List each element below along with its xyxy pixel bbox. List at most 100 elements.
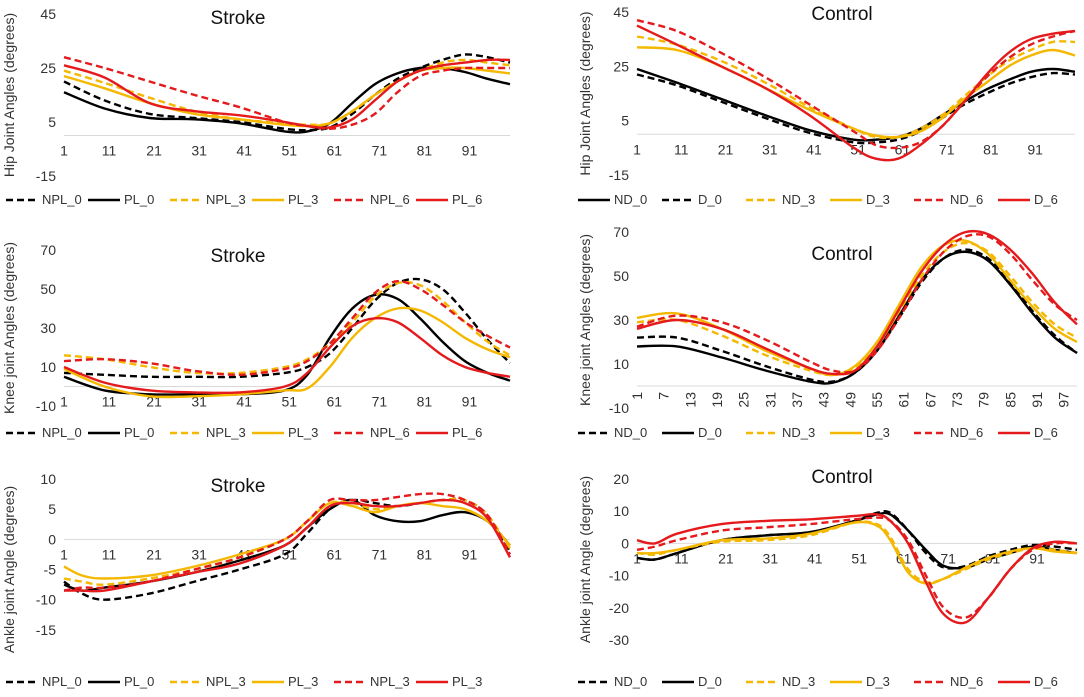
legend-label: PL_0 [124,674,154,689]
series-line-npl-6 [63,279,511,377]
legend-label: PL_0 [124,425,154,440]
legend-label: ND_0 [614,674,647,689]
legend-label: ND_3 [782,674,815,689]
y-tick-label: 10 [40,359,56,375]
series-line-nd-6 [636,233,1078,374]
x-tick-label: 55 [869,392,885,408]
legend-label: NPL_0 [42,425,82,440]
x-tick-label: 1 [60,143,68,159]
x-tick-label: 71 [372,143,388,159]
legend-label: PL_3 [452,674,482,689]
legend-label: PL_6 [452,425,482,440]
x-tick-label: 91 [1027,141,1043,157]
series-line-npl-3 [63,497,511,586]
x-tick-label: 21 [146,546,162,562]
chart-title: Stroke [211,476,266,497]
legend-label: D_0 [698,425,722,440]
series-line-pl-0 [63,293,511,396]
legend-label: ND_0 [614,425,647,440]
y-tick-label: 0 [621,535,629,551]
legend-label: D_6 [1034,192,1058,207]
legend-label: ND_6 [950,192,983,207]
legend-label: NPL_0 [42,192,82,207]
x-tick-label: 21 [146,143,162,159]
legend-label: NPL_3 [370,674,410,689]
y-tick-label: 5 [48,114,56,130]
legend-label: PL_0 [124,192,154,207]
x-tick-label: 81 [417,394,433,410]
x-tick-label: 97 [1056,392,1072,408]
chart-title: Control [811,467,872,488]
x-tick-label: 51 [281,546,297,562]
x-tick-label: 43 [816,392,832,408]
series-line-pl-3 [64,498,512,593]
x-tick-label: 21 [718,141,734,157]
series-line-nd-6 [636,19,1076,150]
y-tick-label: -10 [36,398,56,414]
y-tick-label: 50 [613,268,629,284]
legend-label: D_0 [698,192,722,207]
x-tick-label: 41 [806,141,822,157]
x-tick-label: 71 [372,546,388,562]
y-axis-label: Ankle joint Angle (degrees) [577,476,593,643]
x-tick-label: 41 [236,143,252,159]
legend-label: NPL_3 [206,674,246,689]
legend-label: NPL_6 [370,425,410,440]
y-tick-label: 25 [40,60,56,76]
legend-label: D_3 [866,674,890,689]
x-tick-label: 31 [191,143,207,159]
series-line-npl-3 [63,280,511,375]
y-tick-label: 70 [613,224,629,240]
y-tick-label: 45 [613,4,629,20]
panel-ankle-stroke: Stroke Ankle joint Angle (degrees) -15 -10 -… [1,471,512,689]
x-tick-label: 51 [281,143,297,159]
x-tick-label: 91 [1029,550,1045,566]
series-line-npl-3 [63,58,511,127]
x-tick-label: 51 [851,550,867,566]
series-line-d-6 [636,513,1078,625]
panel-hip-stroke: Stroke Hip Joint Angles (degrees) -15 5 25 45… [1,6,511,207]
y-axis-label: Hip Joint Angles (degrees) [577,11,593,175]
x-tick-label: 11 [102,546,117,562]
x-tick-label: 13 [682,392,698,408]
y-axis-label: Knee joint Angles (degrees) [577,234,593,406]
x-tick-label: 49 [842,392,858,408]
x-tick-label: 41 [236,394,252,410]
y-tick-label: 10 [40,471,56,487]
x-tick-label: 51 [281,394,297,410]
x-tick-label: 31 [763,550,779,566]
y-tick-label: 10 [613,503,629,519]
x-tick-label: 61 [327,143,343,159]
y-tick-label: 10 [613,356,629,372]
y-tick-label: -15 [36,168,56,184]
x-tick-label: 81 [417,143,433,159]
x-tick-label: 81 [417,546,433,562]
legend-label: NPL_3 [206,192,246,207]
legend-label: ND_3 [782,425,815,440]
x-tick-label: 1 [60,546,68,562]
y-tick-label: -5 [44,562,57,578]
legend-label: NPL_0 [42,674,82,689]
x-tick-label: 37 [789,392,805,408]
y-tick-label: 20 [613,471,629,487]
x-tick-label: 31 [762,141,778,157]
series-line-npl-6 [63,56,510,131]
series-line-nd-0 [636,248,1078,384]
x-tick-label: 67 [922,392,938,408]
legend-label: PL_6 [452,192,482,207]
x-tick-label: 91 [462,143,478,159]
legend-label: PL_3 [288,192,318,207]
x-tick-label: 7 [656,392,672,400]
x-tick-label: 21 [718,550,734,566]
x-tick-label: 25 [736,392,752,408]
x-tick-label: 1 [60,394,68,410]
y-tick-label: -10 [609,400,629,416]
y-tick-label: -20 [609,600,629,616]
legend-label: D_3 [866,425,890,440]
x-tick-label: 81 [983,141,999,157]
x-tick-label: 1 [633,141,641,157]
y-tick-label: 45 [40,6,56,22]
y-tick-label: 0 [48,531,56,547]
x-tick-label: 85 [1002,392,1018,408]
